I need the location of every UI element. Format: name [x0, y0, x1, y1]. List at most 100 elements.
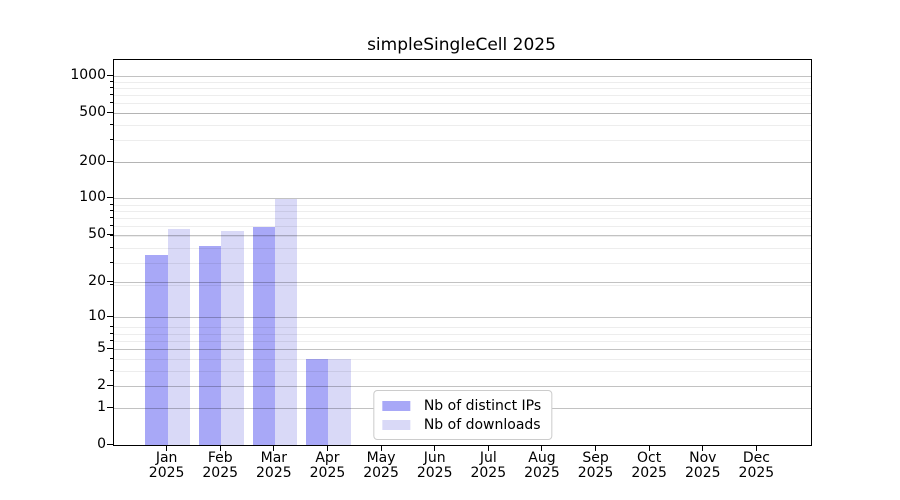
gridline-minor: [114, 204, 811, 206]
bar-jan-ips: [145, 255, 168, 445]
x-tick-label: Jan 2025: [135, 451, 199, 481]
y-tick-mark: [107, 406, 113, 408]
gridline-minor: [114, 217, 811, 219]
legend-label-downloads: Nb of downloads: [423, 416, 541, 433]
y-tick-mark: [107, 197, 113, 199]
x-tick-label: Aug 2025: [510, 451, 574, 481]
y-minor-tick-mark: [110, 209, 113, 211]
grid-layer: [114, 60, 811, 445]
y-tick-mark: [107, 160, 113, 162]
gridline-major: [114, 348, 811, 350]
gridline-minor: [114, 113, 811, 115]
chart-title: simpleSingleCell 2025: [367, 35, 556, 55]
gridline-minor: [114, 327, 811, 329]
gridline-major: [114, 385, 811, 387]
y-minor-tick-mark: [110, 357, 113, 359]
gridline-minor: [114, 95, 811, 97]
x-tick-mark: [541, 445, 543, 451]
gridline-minor: [114, 226, 811, 228]
gridline-major: [114, 198, 811, 200]
gridline-minor: [114, 124, 811, 126]
x-tick-mark: [595, 445, 597, 451]
x-tick-mark: [273, 445, 275, 451]
gridline-minor: [114, 103, 811, 105]
y-tick-mark: [107, 384, 113, 386]
legend-swatch-downloads: [381, 419, 410, 430]
y-minor-tick-mark: [110, 246, 113, 248]
y-tick-mark: [107, 233, 113, 235]
x-tick-year: 2025: [631, 465, 667, 481]
y-tick-label: 500: [79, 103, 106, 120]
y-tick-mark: [107, 111, 113, 113]
gridline-minor: [114, 88, 811, 89]
legend-swatch-distinct-ips: [381, 400, 410, 411]
x-tick-label: Nov 2025: [671, 451, 735, 481]
x-tick-label: May 2025: [349, 451, 413, 481]
x-tick-year: 2025: [524, 465, 560, 481]
x-tick-label: Dec 2025: [724, 451, 788, 481]
y-tick-mark: [107, 443, 113, 445]
y-minor-tick-mark: [110, 139, 113, 141]
bar-feb-ips: [198, 245, 222, 445]
y-minor-tick-mark: [110, 94, 113, 96]
y-tick-label: 1: [97, 398, 106, 415]
gridline-minor: [114, 140, 811, 142]
y-tick-label: 0: [97, 435, 106, 452]
x-tick-label: Jul 2025: [456, 451, 520, 481]
y-minor-tick-mark: [110, 339, 113, 341]
x-tick-label: Mar 2025: [242, 451, 306, 481]
plot-area: Nb of distinct IPs Nb of downloads: [113, 59, 812, 446]
y-minor-tick-mark: [110, 225, 113, 227]
bar-mar-downloads: [274, 198, 298, 445]
x-tick-year: 2025: [148, 465, 185, 481]
x-tick-label: Feb 2025: [188, 451, 252, 481]
y-minor-tick-mark: [110, 332, 113, 334]
y-minor-tick-mark: [110, 326, 113, 328]
gridline-minor: [114, 358, 811, 360]
gridline-minor: [114, 247, 811, 249]
y-tick-label: 2: [97, 376, 106, 393]
x-tick-year: 2025: [256, 465, 292, 481]
gridline-minor: [114, 210, 811, 212]
y-tick-label: 100: [79, 189, 106, 206]
gridline-major: [114, 316, 811, 318]
y-minor-tick-mark: [110, 369, 113, 371]
y-minor-tick-mark: [110, 283, 113, 285]
bar-apr-ips: [306, 359, 329, 445]
x-tick-label: Sep 2025: [564, 451, 628, 481]
bar-feb-downloads: [221, 231, 244, 445]
gridline-major: [114, 161, 811, 163]
x-tick-year: 2025: [202, 465, 239, 481]
y-tick-label: 50: [88, 225, 106, 242]
legend-item-downloads: Nb of downloads: [381, 415, 541, 434]
x-tick-mark: [166, 445, 168, 451]
gridline-minor: [114, 81, 811, 83]
y-minor-tick-mark: [110, 262, 113, 264]
bar-apr-downloads: [328, 359, 351, 445]
y-minor-tick-mark: [110, 80, 113, 82]
x-tick-mark: [702, 445, 704, 451]
gridline-minor: [114, 263, 811, 265]
y-tick-label: 200: [79, 152, 106, 169]
x-tick-label: Apr 2025: [295, 451, 359, 481]
y-minor-tick-mark: [110, 87, 113, 88]
y-minor-tick-mark: [110, 216, 113, 218]
bars-layer: [114, 60, 811, 445]
y-tick-label: 10: [88, 307, 106, 324]
bar-mar-ips: [252, 226, 275, 445]
x-tick-year: 2025: [738, 465, 775, 481]
y-tick-mark: [107, 281, 113, 283]
legend-item-distinct-ips: Nb of distinct IPs: [381, 396, 541, 415]
x-tick-mark: [219, 445, 221, 451]
x-tick-label: Oct 2025: [617, 451, 681, 481]
x-tick-year: 2025: [309, 465, 346, 481]
x-tick-mark: [326, 445, 328, 451]
x-tick-year: 2025: [577, 465, 614, 481]
x-tick-mark: [380, 445, 382, 451]
gridline-minor: [114, 284, 811, 286]
y-minor-tick-mark: [110, 123, 113, 125]
x-tick-year: 2025: [684, 465, 721, 481]
x-tick-mark: [487, 445, 489, 451]
x-tick-label: Jun 2025: [403, 451, 467, 481]
